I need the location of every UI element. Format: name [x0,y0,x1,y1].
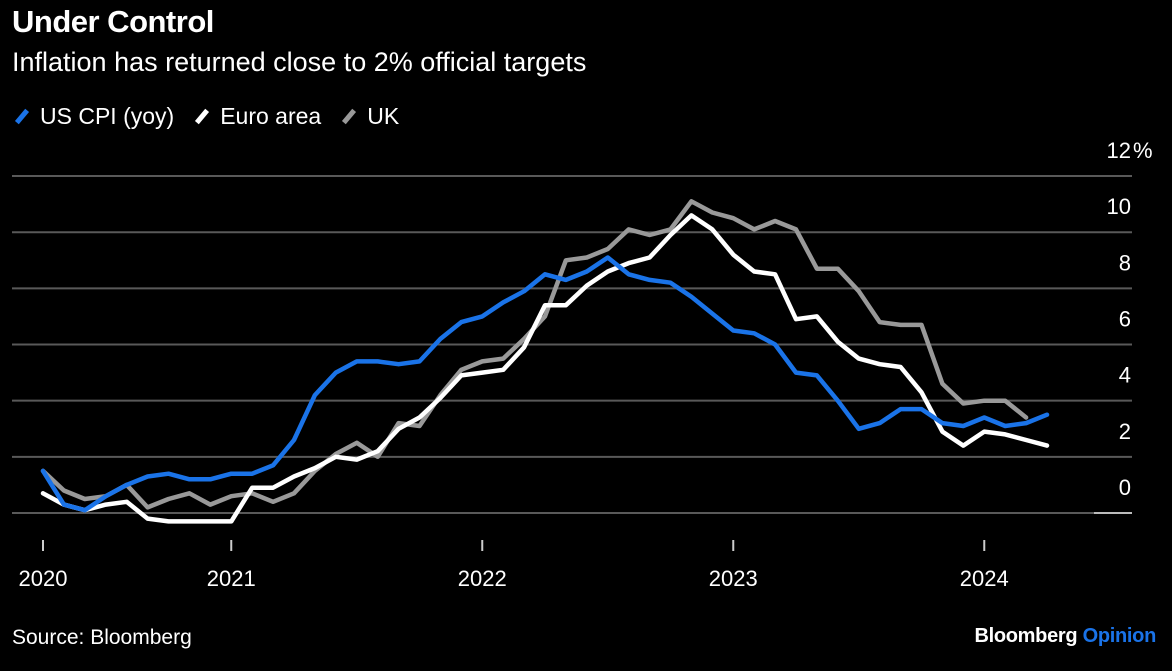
legend-label-euro: Euro area [220,103,322,129]
series-line-us-cpi-yoy [40,255,1050,513]
legend-label-uk: UK [367,103,400,129]
x-tick-label-2023: 2023 [709,566,758,591]
y-tick-label-2: 2 [1119,419,1131,444]
y-tick-label-10: 10 [1107,194,1131,219]
series-line-euro-area [40,213,1050,524]
chart-subtitle: Inflation has returned close to 2% offic… [12,47,587,77]
logo-product: Opinion [1082,625,1157,647]
logo-brand: Bloomberg [974,625,1078,647]
legend: US CPI (yoy) Euro area UK [12,103,417,130]
y-tick-label-12: 12 [1107,138,1131,163]
x-tick-label-2022: 2022 [458,566,507,591]
y-tick-label-0: 0 [1119,475,1131,500]
x-tick-label-2021: 2021 [207,566,256,591]
legend-item-uk: UK [339,103,399,130]
legend-item-us: US CPI (yoy) [12,103,174,130]
legend-label-us: US CPI (yoy) [40,103,175,129]
chart-title: Under Control [12,4,214,39]
x-tick-label-2020: 2020 [19,566,68,591]
y-tick-label-6: 6 [1119,307,1131,332]
legend-item-euro: Euro area [192,103,321,130]
x-tick-label-2024: 2024 [960,566,1009,591]
y-tick-label-4: 4 [1119,363,1131,388]
source-note: Source: Bloomberg [12,626,192,649]
series-line-uk [40,199,1029,510]
bloomberg-opinion-logo: Bloomberg Opinion [974,625,1156,648]
y-tick-label-8: 8 [1119,250,1131,275]
y-unit-label: % [1133,138,1153,163]
